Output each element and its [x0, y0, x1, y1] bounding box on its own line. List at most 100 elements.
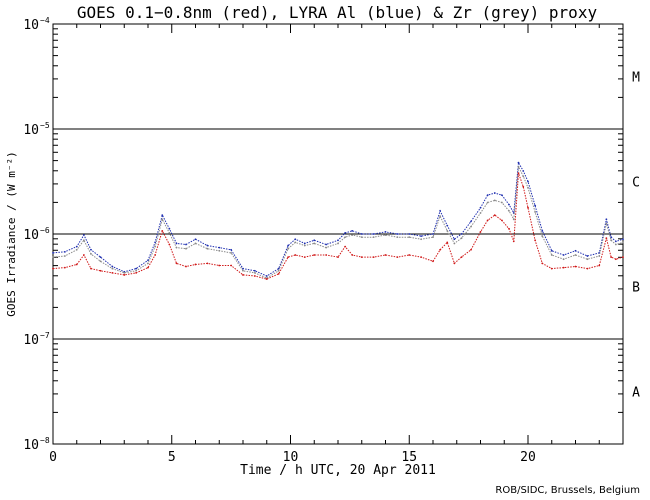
- data-point: [218, 264, 221, 267]
- data-point: [218, 249, 221, 252]
- data-point: [287, 256, 290, 258]
- data-point: [206, 247, 209, 250]
- x-tick-label: 20: [520, 450, 536, 465]
- data-point: [344, 236, 347, 239]
- data-point: [75, 248, 78, 251]
- data-point: [500, 219, 503, 222]
- data-point: [541, 235, 544, 238]
- data-point: [168, 243, 171, 246]
- data-point: [453, 238, 456, 241]
- data-point: [396, 256, 399, 258]
- data-point: [230, 264, 233, 267]
- y-tick-exponent: −5: [40, 121, 50, 130]
- data-point: [344, 232, 347, 234]
- data-point: [460, 233, 463, 235]
- data-point: [508, 227, 510, 230]
- y-axis-ticks: 10−810−710−610−510−4: [23, 16, 623, 453]
- data-point: [500, 194, 503, 197]
- data-point: [325, 246, 328, 249]
- data-point: [517, 165, 520, 168]
- x-tick-label: 10: [283, 450, 299, 465]
- data-point: [446, 224, 449, 227]
- data-point: [562, 258, 565, 261]
- data-point: [351, 254, 354, 256]
- y-tick-exponent: −8: [40, 436, 50, 445]
- data-point: [135, 267, 138, 270]
- data-point: [75, 245, 78, 248]
- data-point: [218, 246, 221, 249]
- data-point: [185, 265, 187, 268]
- data-point: [325, 254, 328, 256]
- data-point: [439, 248, 442, 251]
- data-point: [154, 254, 157, 256]
- data-point: [360, 233, 363, 235]
- data-point: [396, 233, 399, 235]
- data-point: [586, 267, 589, 270]
- data-point: [550, 254, 553, 256]
- reference-lines: [53, 128, 623, 340]
- data-point: [534, 204, 537, 207]
- x-tick-label: 5: [168, 450, 176, 465]
- data-point: [562, 266, 565, 269]
- data-point: [479, 206, 482, 209]
- data-point: [605, 218, 608, 221]
- data-point: [230, 248, 233, 251]
- flare-class-label: B: [632, 281, 640, 296]
- data-point: [605, 237, 608, 240]
- data-point: [287, 244, 290, 247]
- data-point: [303, 244, 306, 247]
- data-point: [486, 194, 489, 197]
- data-point: [446, 241, 449, 244]
- data-point: [453, 262, 456, 265]
- data-point: [527, 206, 529, 209]
- data-point: [63, 250, 66, 253]
- data-point: [206, 244, 209, 247]
- y-tick-label: 10: [23, 18, 39, 33]
- data-point: [614, 243, 617, 246]
- data-point: [230, 252, 233, 254]
- data-point: [460, 237, 463, 240]
- data-point: [206, 262, 209, 265]
- data-point: [135, 271, 138, 274]
- data-point: [185, 247, 187, 250]
- data-point: [123, 271, 126, 274]
- data-point: [396, 236, 399, 239]
- data-point: [294, 238, 297, 241]
- data-point: [522, 185, 525, 188]
- data-point: [432, 260, 434, 263]
- data-point: [610, 256, 613, 258]
- data-point: [541, 262, 544, 265]
- data-point: [147, 259, 149, 262]
- data-point: [194, 238, 197, 241]
- data-point: [52, 256, 54, 258]
- data-point: [194, 263, 197, 266]
- data-point: [574, 254, 577, 256]
- data-point: [337, 239, 339, 242]
- x-axis-label: Time / h UTC, 20 Apr 2011: [240, 463, 436, 478]
- data-point: [453, 242, 456, 245]
- data-point: [493, 192, 496, 194]
- data-point: [175, 246, 178, 249]
- data-point: [313, 254, 316, 256]
- data-point: [550, 249, 553, 252]
- flare-class-label: C: [632, 176, 640, 191]
- data-point: [303, 242, 306, 245]
- series-0: [52, 160, 624, 277]
- data-point: [486, 219, 489, 222]
- data-point: [52, 267, 54, 270]
- y-tick-label: 10: [23, 333, 39, 348]
- x-tick-label: 15: [401, 450, 417, 465]
- data-point: [610, 239, 613, 242]
- data-point: [598, 264, 601, 267]
- data-point: [574, 249, 577, 252]
- data-point: [372, 236, 375, 239]
- data-point: [508, 203, 510, 206]
- data-point: [486, 201, 489, 204]
- data-point: [610, 236, 613, 239]
- data-point: [384, 254, 387, 256]
- data-point: [168, 232, 171, 234]
- data-point: [500, 201, 503, 204]
- y-axis-label: GOES Irradiance / (W m⁻²): [5, 151, 18, 317]
- data-point: [420, 235, 423, 238]
- data-point: [63, 266, 66, 269]
